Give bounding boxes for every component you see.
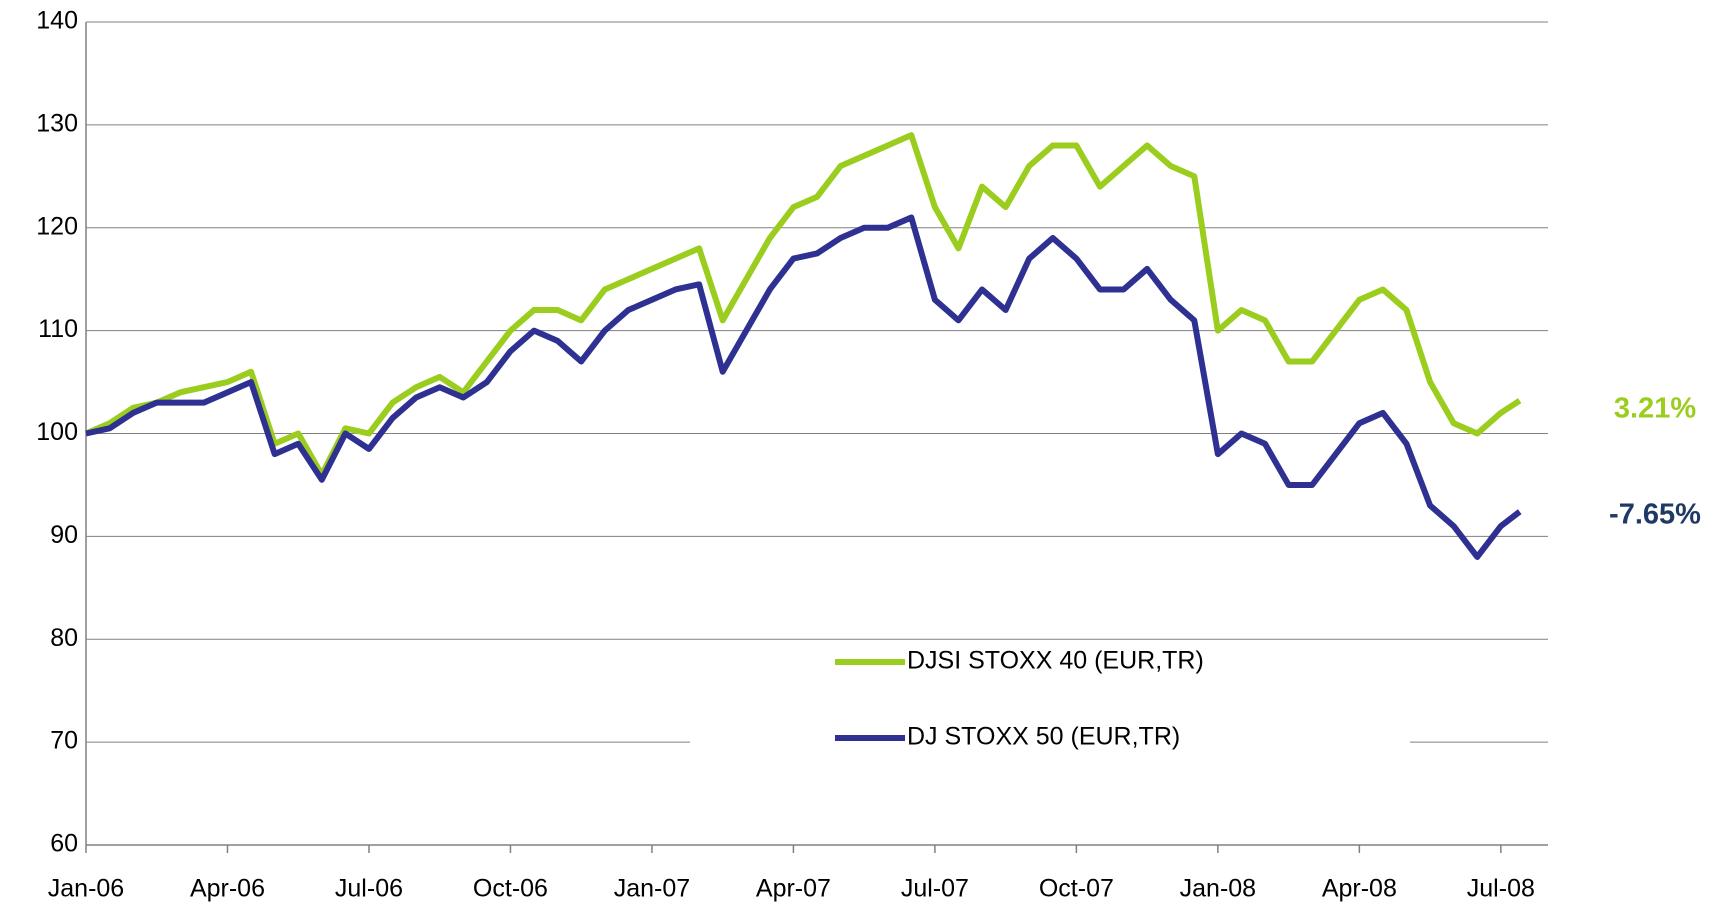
x-tick-label: Oct-06 — [473, 875, 548, 903]
y-tick-label: 60 — [50, 830, 78, 858]
legend-label: DJSI STOXX 40 (EUR,TR) — [907, 647, 1204, 675]
x-tick-label: Jan-07 — [614, 875, 690, 903]
y-tick-label: 100 — [36, 418, 78, 446]
legend-box — [690, 640, 1410, 780]
x-tick-label: Oct-07 — [1039, 875, 1114, 903]
y-tick-label: 140 — [36, 7, 78, 35]
x-tick-label: Jul-07 — [901, 875, 969, 903]
x-tick-label: Jul-06 — [335, 875, 403, 903]
x-tick-label: Apr-07 — [756, 875, 831, 903]
y-tick-label: 110 — [38, 315, 78, 343]
end-label: -7.65% — [1609, 499, 1701, 531]
x-tick-label: Jul-08 — [1467, 875, 1535, 903]
series-line — [85, 214, 1522, 560]
x-tick-label: Apr-06 — [190, 875, 265, 903]
legend-label: DJ STOXX 50 (EUR,TR) — [907, 723, 1180, 751]
x-tick-label: Jan-06 — [48, 875, 124, 903]
end-label: 3.21% — [1614, 393, 1696, 425]
y-tick-label: 90 — [50, 521, 78, 549]
y-tick-label: 130 — [36, 109, 78, 137]
x-tick-label: Jan-08 — [1180, 875, 1256, 903]
y-tick-label: 120 — [36, 212, 78, 240]
y-tick-label: 70 — [50, 727, 78, 755]
y-tick-label: 80 — [50, 624, 78, 652]
x-tick-label: Apr-08 — [1322, 875, 1397, 903]
series-line — [84, 132, 1522, 478]
